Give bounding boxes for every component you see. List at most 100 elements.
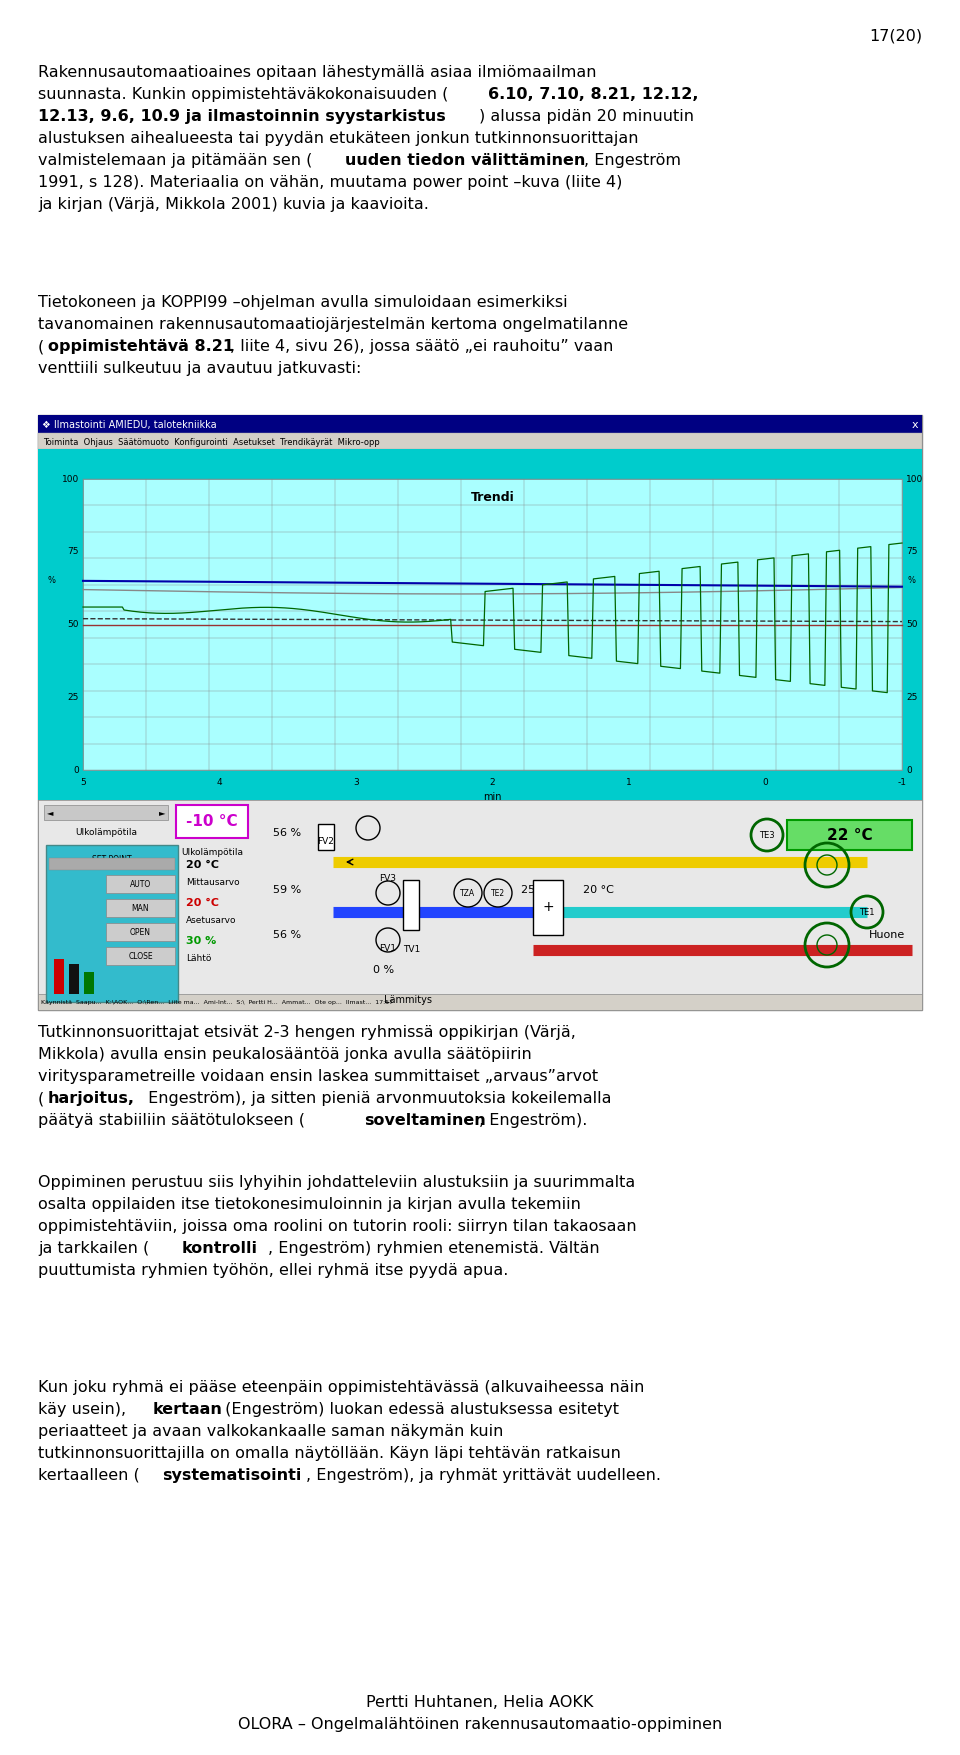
Text: ) alussa pidän 20 minuutin: ) alussa pidän 20 minuutin (479, 109, 694, 125)
Text: venttiili sulkeutuu ja avautuu jatkuvasti:: venttiili sulkeutuu ja avautuu jatkuvast… (38, 362, 361, 376)
Text: Lämmitys: Lämmitys (384, 995, 432, 1006)
Text: harjoitus,: harjoitus, (48, 1092, 134, 1106)
Text: , Engeström: , Engeström (585, 153, 682, 168)
Text: TZA: TZA (461, 888, 475, 897)
Text: valmistelemaan ja pitämään sen (: valmistelemaan ja pitämään sen ( (38, 153, 312, 168)
Bar (46, 844, 178, 1002)
Text: Pertti Huhtanen, Helia AOKK: Pertti Huhtanen, Helia AOKK (367, 1695, 593, 1709)
Bar (533, 879, 563, 935)
Text: (Engeström) luokan edessä alustuksessa esitetyt: (Engeström) luokan edessä alustuksessa e… (220, 1402, 619, 1416)
Text: ►: ► (158, 807, 165, 818)
Text: , Engeström) ryhmien etenemistä. Vältän: , Engeström) ryhmien etenemistä. Vältän (268, 1241, 600, 1257)
Text: 25: 25 (67, 693, 79, 702)
Text: %: % (908, 576, 916, 586)
Text: Käynnistä  Saapu...  K:\AOK...  O:\Ren...  Liite ma...  Ami-Int...  S:\  Pertti : Käynnistä Saapu... K:\AOK... O:\Ren... L… (41, 1000, 394, 1004)
Text: 5: 5 (80, 777, 85, 786)
Text: 0 %: 0 % (373, 965, 395, 976)
Text: 75: 75 (906, 548, 918, 556)
Text: +: + (542, 900, 554, 914)
Bar (38, 414, 922, 1009)
Text: 6.10, 7.10, 8.21, 12.12,: 6.10, 7.10, 8.21, 12.12, (489, 88, 699, 102)
Text: %: % (48, 576, 56, 586)
Text: 100: 100 (61, 474, 79, 483)
Text: 100: 100 (906, 474, 924, 483)
Text: x: x (911, 419, 918, 430)
Text: FV1: FV1 (379, 944, 396, 953)
Text: 20 °C: 20 °C (186, 899, 219, 907)
Text: tavanomainen rakennusautomaatiojärjestelmän kertoma ongelmatilanne: tavanomainen rakennusautomaatiojärjestel… (38, 318, 628, 332)
Text: 59 %: 59 % (273, 885, 301, 895)
Text: AUTO: AUTO (130, 879, 151, 888)
Text: Mittausarvo: Mittausarvo (186, 878, 240, 886)
Bar (44, 806, 168, 820)
Text: 25 °C: 25 °C (521, 885, 552, 895)
Text: SET POINT: SET POINT (92, 855, 132, 863)
Text: Huone: Huone (869, 930, 905, 941)
Bar (38, 433, 922, 449)
Text: 75: 75 (67, 548, 79, 556)
Text: (: ( (38, 1092, 44, 1106)
Text: -1: -1 (898, 777, 906, 786)
Text: Mikkola) avulla ensin peukalosääntöä jonka avulla säätöpiirin: Mikkola) avulla ensin peukalosääntöä jon… (38, 1048, 532, 1062)
Text: 1991, s 128). Materiaalia on vähän, muutama power point –kuva (liite 4): 1991, s 128). Materiaalia on vähän, muut… (38, 176, 622, 190)
Text: 4: 4 (217, 777, 223, 786)
Bar (38, 993, 922, 1009)
Text: Ulkolämpötila: Ulkolämpötila (75, 828, 137, 837)
Text: -10 °C: -10 °C (186, 814, 238, 828)
Text: Trendi: Trendi (470, 491, 515, 504)
Text: suunnasta. Kunkin oppimistehtäväkokonaisuuden (: suunnasta. Kunkin oppimistehtäväkokonais… (38, 88, 448, 102)
Text: viritysparametreille voidaan ensin laskea summittaiset „arvaus”arvot: viritysparametreille voidaan ensin laske… (38, 1069, 598, 1085)
Bar (106, 899, 175, 918)
Text: 17(20): 17(20) (869, 28, 922, 44)
Text: ❖ Ilmastointi AMIEDU, talotekniikka: ❖ Ilmastointi AMIEDU, talotekniikka (42, 419, 217, 430)
Text: 20 °C: 20 °C (583, 885, 613, 895)
Text: käy usein),: käy usein), (38, 1402, 132, 1416)
Text: Engeström), ja sitten pieniä arvonmuutoksia kokeilemalla: Engeström), ja sitten pieniä arvonmuutok… (143, 1092, 612, 1106)
Text: Tutkinnonsuorittajat etsivät 2-3 hengen ryhmissä oppikirjan (Värjä,: Tutkinnonsuorittajat etsivät 2-3 hengen … (38, 1025, 576, 1041)
Text: osalta oppilaiden itse tietokonesimuloinnin ja kirjan avulla tekemiin: osalta oppilaiden itse tietokonesimuloin… (38, 1197, 581, 1213)
Bar (38, 449, 922, 800)
Text: kertaalleen (: kertaalleen ( (38, 1467, 140, 1483)
Text: 56 %: 56 % (273, 828, 301, 837)
Text: alustuksen aihealueesta tai pyydän etukäteen jonkun tutkinnonsuorittajan: alustuksen aihealueesta tai pyydän etukä… (38, 132, 638, 146)
Text: 2: 2 (490, 777, 495, 786)
Text: puuttumista ryhmien työhön, ellei ryhmä itse pyydä apua.: puuttumista ryhmien työhön, ellei ryhmä … (38, 1264, 509, 1278)
Text: soveltaminen: soveltaminen (364, 1113, 486, 1128)
Text: oppimistehtäviin, joissa oma roolini on tutorin rooli: siirryn tilan takaosaan: oppimistehtäviin, joissa oma roolini on … (38, 1220, 636, 1234)
Text: 22 °C: 22 °C (827, 828, 873, 842)
Text: min: min (483, 792, 502, 802)
Bar (54, 958, 64, 993)
Bar (176, 806, 248, 837)
Text: 1: 1 (626, 777, 632, 786)
Bar (106, 923, 175, 941)
Text: päätyä stabiiliin säätötulokseen (: päätyä stabiiliin säätötulokseen ( (38, 1113, 305, 1128)
Text: 12.13, 9.6, 10.9 ja ilmastoinnin syystarkistus: 12.13, 9.6, 10.9 ja ilmastoinnin syystar… (38, 109, 445, 125)
Text: TE1: TE1 (859, 907, 875, 916)
Text: kontrolli: kontrolli (181, 1241, 257, 1257)
Bar (38, 414, 922, 433)
Text: 30 %: 30 % (186, 935, 216, 946)
Text: Kun joku ryhmä ei pääse eteenpäin oppimistehtävässä (alkuvaiheessa näin: Kun joku ryhmä ei pääse eteenpäin oppimi… (38, 1379, 644, 1395)
Text: , Engeström), ja ryhmät yrittävät uudelleen.: , Engeström), ja ryhmät yrittävät uudell… (306, 1467, 661, 1483)
Text: kertaan: kertaan (153, 1402, 223, 1416)
Text: systematisointi: systematisointi (162, 1467, 302, 1483)
Bar (84, 972, 94, 993)
Text: OPEN: OPEN (130, 927, 151, 937)
Bar (318, 825, 334, 849)
Text: OLORA – Ongelmalähtöinen rakennusautomaatio-oppiminen: OLORA – Ongelmalähtöinen rakennusautomaa… (238, 1716, 722, 1732)
Text: Ulkolämpötila: Ulkolämpötila (181, 848, 243, 856)
Bar (403, 879, 419, 930)
Text: Rakennusautomaatioaines opitaan lähestymällä asiaa ilmiömaailman: Rakennusautomaatioaines opitaan lähestym… (38, 65, 596, 81)
Text: uuden tiedon välittäminen: uuden tiedon välittäminen (345, 153, 585, 168)
Text: periaatteet ja avaan valkokankaalle saman näkymän kuin: periaatteet ja avaan valkokankaalle sama… (38, 1423, 503, 1439)
Text: oppimistehtävä 8.21: oppimistehtävä 8.21 (48, 339, 233, 355)
Bar (38, 800, 922, 1009)
Text: (: ( (38, 339, 44, 355)
Bar (106, 876, 175, 893)
Text: 0: 0 (906, 765, 912, 774)
Bar (49, 858, 175, 870)
Text: CLOSE: CLOSE (129, 951, 153, 960)
Text: ja kirjan (Värjä, Mikkola 2001) kuvia ja kaavioita.: ja kirjan (Värjä, Mikkola 2001) kuvia ja… (38, 197, 429, 212)
Text: Lähtö: Lähtö (186, 955, 211, 963)
Text: 56 %: 56 % (273, 930, 301, 941)
